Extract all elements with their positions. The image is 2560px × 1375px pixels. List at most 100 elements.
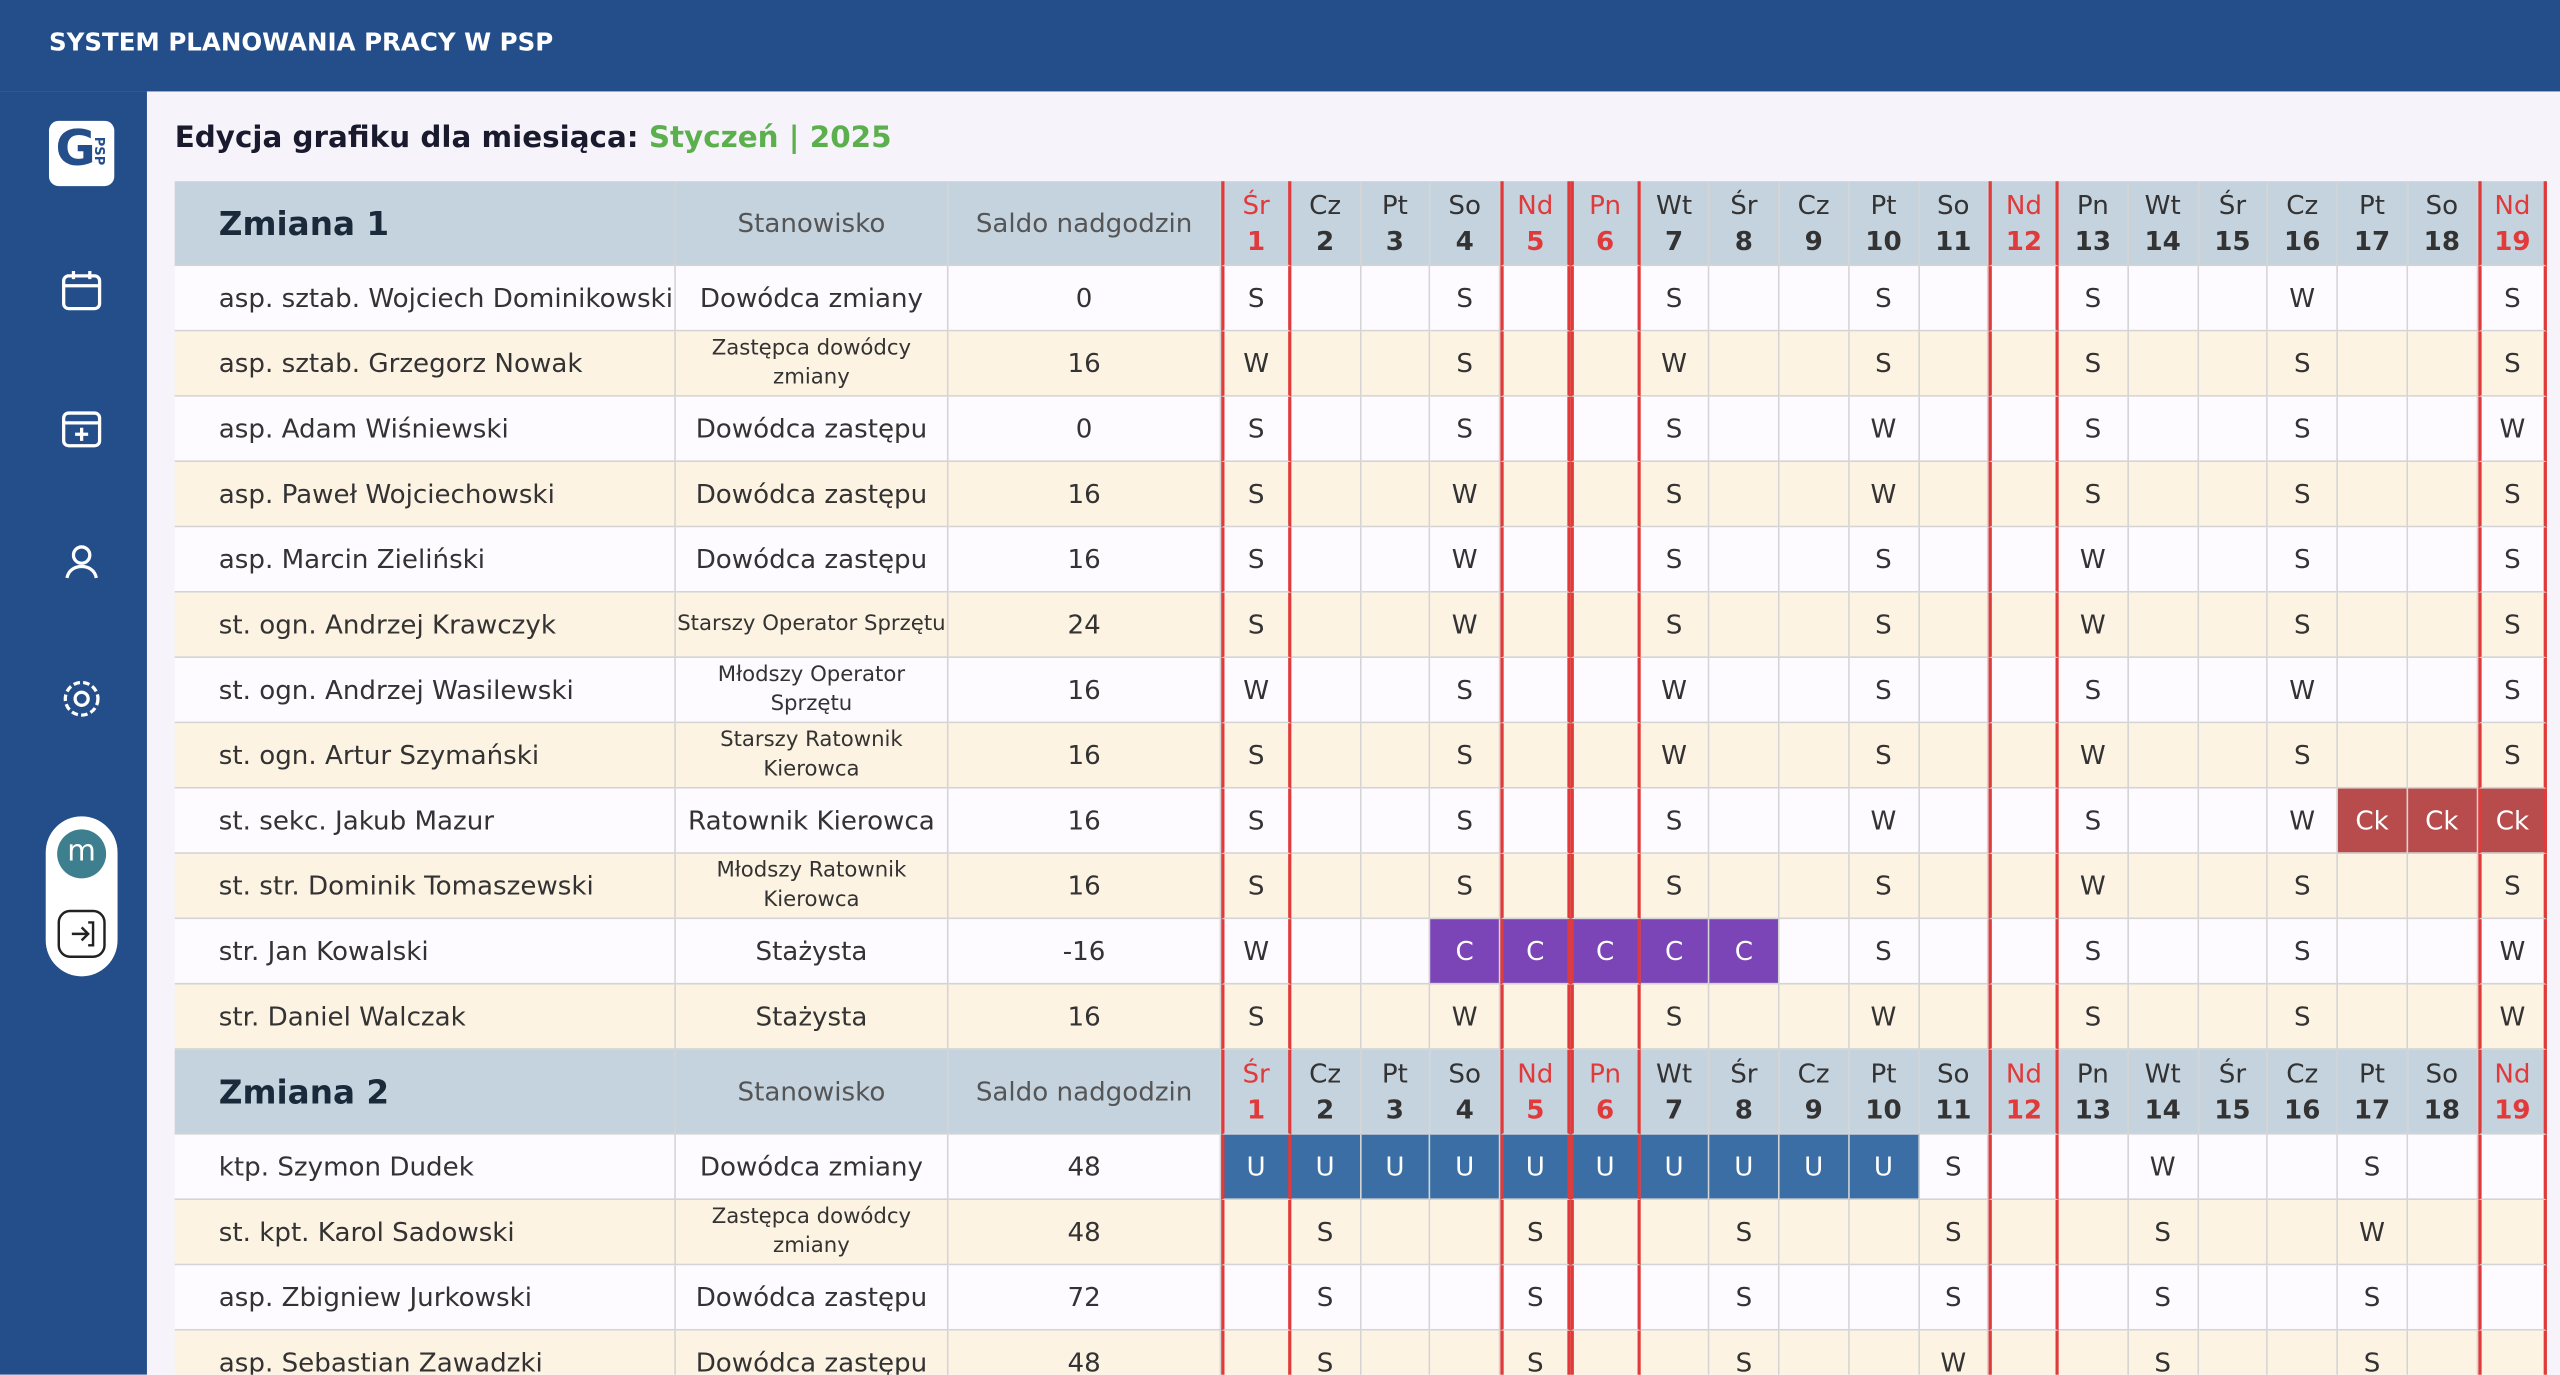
schedule-cell[interactable]: S bbox=[2477, 723, 2548, 789]
schedule-cell[interactable]: S bbox=[1639, 853, 1710, 920]
schedule-cell[interactable]: W bbox=[2268, 266, 2338, 332]
schedule-cell[interactable] bbox=[2407, 723, 2478, 789]
schedule-cell[interactable]: S bbox=[1221, 396, 1292, 463]
schedule-cell[interactable] bbox=[1988, 527, 2059, 593]
schedule-cell[interactable]: U bbox=[1360, 1134, 1431, 1200]
schedule-cell[interactable] bbox=[1709, 266, 1780, 332]
schedule-cell[interactable] bbox=[1430, 1330, 1501, 1375]
schedule-cell[interactable] bbox=[1639, 1330, 1710, 1375]
schedule-cell[interactable] bbox=[1570, 853, 1640, 920]
schedule-cell[interactable] bbox=[1919, 657, 1989, 724]
schedule-cell[interactable] bbox=[2198, 1200, 2269, 1266]
schedule-cell[interactable]: S bbox=[1639, 396, 1710, 463]
schedule-cell[interactable]: S bbox=[1430, 657, 1501, 724]
schedule-cell[interactable] bbox=[1779, 1265, 1850, 1331]
schedule-cell[interactable] bbox=[1570, 396, 1640, 463]
schedule-cell[interactable] bbox=[1709, 657, 1780, 724]
schedule-cell[interactable] bbox=[2268, 1134, 2338, 1200]
schedule-cell[interactable]: W bbox=[1430, 592, 1501, 658]
schedule-cell[interactable]: Ck bbox=[2337, 788, 2408, 854]
schedule-cell[interactable] bbox=[2058, 1330, 2129, 1375]
schedule-cell[interactable]: S bbox=[2268, 527, 2338, 593]
schedule-cell[interactable]: S bbox=[1221, 723, 1292, 789]
schedule-cell[interactable] bbox=[1570, 266, 1640, 332]
schedule-cell[interactable] bbox=[1570, 984, 1640, 1050]
schedule-cell[interactable]: S bbox=[1709, 1265, 1780, 1331]
schedule-cell[interactable] bbox=[1360, 592, 1431, 658]
schedule-cell[interactable] bbox=[2337, 723, 2408, 789]
schedule-cell[interactable]: W bbox=[2268, 788, 2338, 854]
schedule-cell[interactable]: S bbox=[1849, 723, 1920, 789]
calendar-icon[interactable] bbox=[59, 268, 105, 314]
schedule-cell[interactable] bbox=[2407, 1265, 2478, 1331]
schedule-cell[interactable]: S bbox=[1639, 462, 1710, 528]
schedule-cell[interactable]: S bbox=[1221, 527, 1292, 593]
schedule-cell[interactable]: S bbox=[2058, 984, 2129, 1050]
schedule-cell[interactable] bbox=[2198, 1330, 2269, 1375]
schedule-cell[interactable] bbox=[1570, 723, 1640, 789]
schedule-cell[interactable] bbox=[1291, 462, 1361, 528]
schedule-cell[interactable]: W bbox=[1849, 788, 1920, 854]
schedule-cell[interactable]: C bbox=[1500, 919, 1571, 985]
schedule-cell[interactable] bbox=[2198, 396, 2269, 463]
schedule-cell[interactable] bbox=[1709, 788, 1780, 854]
schedule-cell[interactable]: S bbox=[2268, 396, 2338, 463]
schedule-cell[interactable]: S bbox=[1919, 1265, 1989, 1331]
schedule-cell[interactable] bbox=[1291, 984, 1361, 1050]
schedule-cell[interactable]: S bbox=[1291, 1330, 1361, 1375]
schedule-cell[interactable]: U bbox=[1291, 1134, 1361, 1200]
schedule-cell[interactable]: S bbox=[1221, 853, 1292, 920]
schedule-cell[interactable]: S bbox=[2477, 592, 2548, 658]
schedule-cell[interactable] bbox=[1988, 266, 2059, 332]
schedule-cell[interactable] bbox=[1360, 266, 1431, 332]
schedule-cell[interactable] bbox=[2337, 984, 2408, 1050]
schedule-cell[interactable] bbox=[1709, 462, 1780, 528]
schedule-cell[interactable]: S bbox=[2268, 919, 2338, 985]
schedule-cell[interactable] bbox=[1919, 396, 1989, 463]
schedule-cell[interactable] bbox=[1360, 462, 1431, 528]
schedule-cell[interactable]: S bbox=[1849, 266, 1920, 332]
schedule-cell[interactable]: C bbox=[1639, 919, 1710, 985]
schedule-cell[interactable] bbox=[2198, 657, 2269, 724]
schedule-cell[interactable] bbox=[1988, 984, 2059, 1050]
schedule-cell[interactable] bbox=[1291, 788, 1361, 854]
schedule-cell[interactable] bbox=[1988, 919, 2059, 985]
schedule-cell[interactable] bbox=[1779, 592, 1850, 658]
schedule-cell[interactable] bbox=[1570, 527, 1640, 593]
logo[interactable]: G PSP bbox=[48, 120, 115, 187]
schedule-cell[interactable]: S bbox=[1709, 1330, 1780, 1375]
schedule-cell[interactable] bbox=[2198, 1134, 2269, 1200]
schedule-cell[interactable]: W bbox=[1221, 331, 1292, 397]
schedule-cell[interactable] bbox=[2407, 1330, 2478, 1375]
schedule-cell[interactable]: S bbox=[2058, 396, 2129, 463]
schedule-cell[interactable] bbox=[1988, 396, 2059, 463]
schedule-cell[interactable] bbox=[2198, 592, 2269, 658]
schedule-cell[interactable]: C bbox=[1709, 919, 1780, 985]
schedule-cell[interactable] bbox=[1500, 723, 1571, 789]
schedule-cell[interactable] bbox=[1988, 1330, 2059, 1375]
schedule-cell[interactable] bbox=[1709, 396, 1780, 463]
schedule-cell[interactable]: S bbox=[1221, 788, 1292, 854]
schedule-cell[interactable] bbox=[1779, 331, 1850, 397]
schedule-cell[interactable]: U bbox=[1430, 1134, 1501, 1200]
schedule-cell[interactable]: S bbox=[2268, 462, 2338, 528]
schedule-cell[interactable]: S bbox=[2337, 1134, 2408, 1200]
schedule-cell[interactable]: S bbox=[1639, 984, 1710, 1050]
schedule-cell[interactable] bbox=[1500, 331, 1571, 397]
schedule-cell[interactable]: S bbox=[2268, 984, 2338, 1050]
schedule-cell[interactable] bbox=[1779, 919, 1850, 985]
schedule-cell[interactable] bbox=[2407, 592, 2478, 658]
schedule-cell[interactable] bbox=[2407, 1134, 2478, 1200]
schedule-cell[interactable] bbox=[1709, 723, 1780, 789]
schedule-cell[interactable] bbox=[1570, 657, 1640, 724]
schedule-cell[interactable] bbox=[2407, 396, 2478, 463]
schedule-cell[interactable]: S bbox=[2477, 462, 2548, 528]
schedule-cell[interactable] bbox=[1988, 462, 2059, 528]
schedule-cell[interactable]: S bbox=[1221, 984, 1292, 1050]
schedule-cell[interactable] bbox=[1500, 853, 1571, 920]
schedule-cell[interactable] bbox=[2128, 657, 2199, 724]
schedule-cell[interactable]: S bbox=[1430, 396, 1501, 463]
schedule-cell[interactable]: W bbox=[2337, 1200, 2408, 1266]
add-calendar-icon[interactable] bbox=[59, 405, 105, 451]
schedule-cell[interactable]: S bbox=[2058, 788, 2129, 854]
